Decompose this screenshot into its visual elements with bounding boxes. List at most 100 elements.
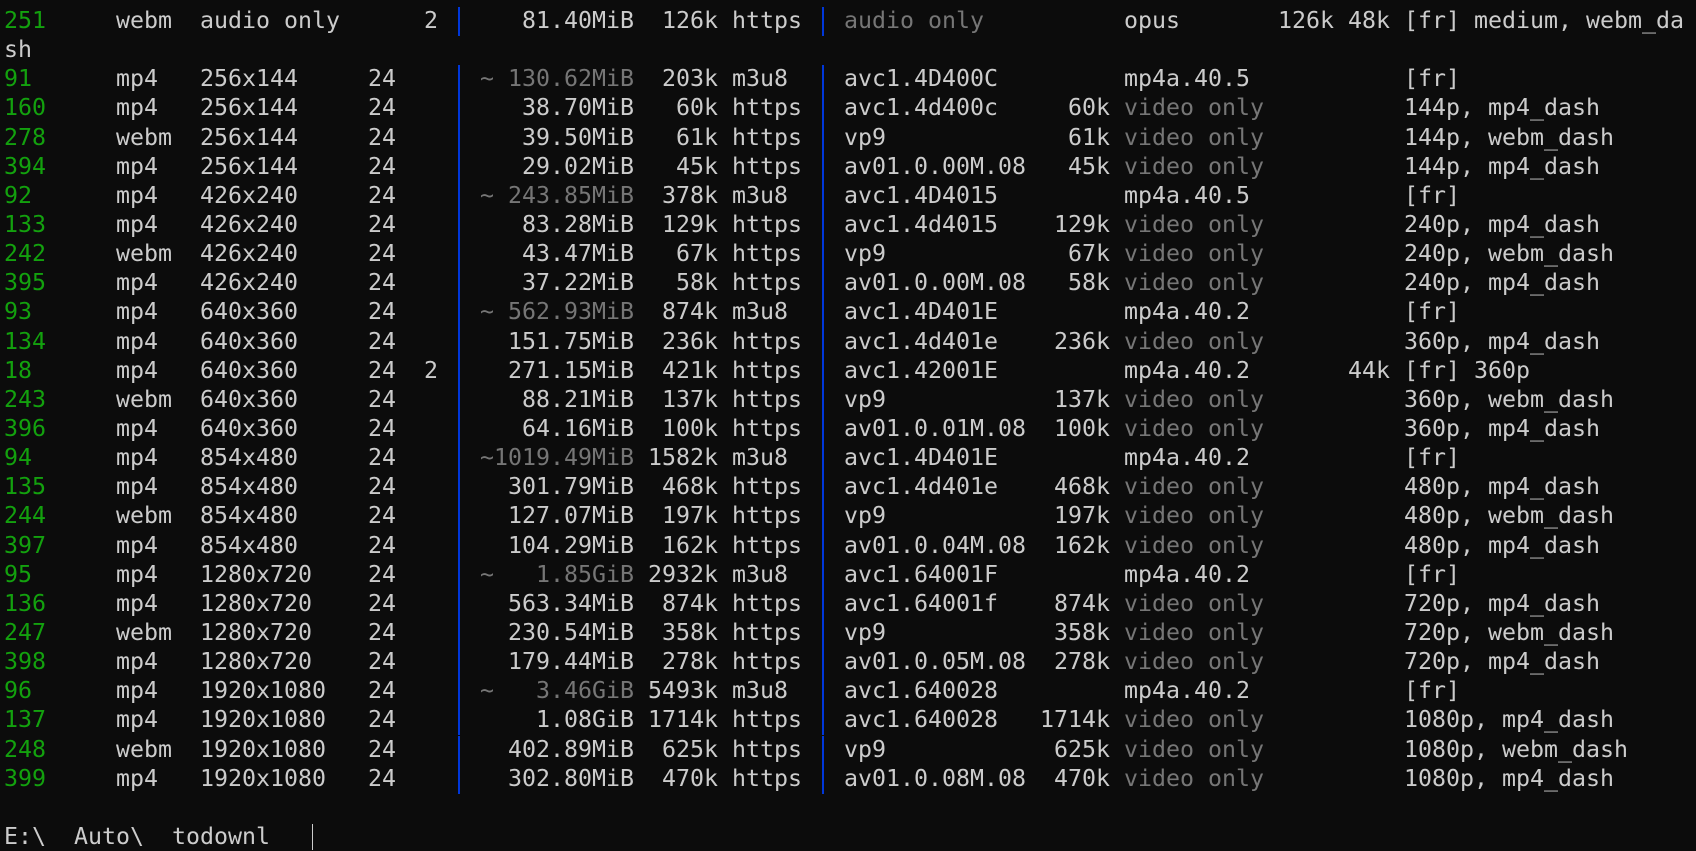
format-res: 256x144 xyxy=(200,123,298,151)
column-separator xyxy=(458,502,460,532)
format-vcodec: avc1.4d400c xyxy=(844,94,998,122)
format-ext: mp4 xyxy=(116,94,158,122)
format-res: 854x480 xyxy=(200,531,298,559)
format-res: 640x360 xyxy=(200,298,298,326)
format-acodec: video only xyxy=(1124,385,1264,413)
format-res: 1920x1080 xyxy=(200,706,326,734)
format-ext: mp4 xyxy=(116,298,158,326)
format-info: 360p, mp4_dash xyxy=(1404,414,1600,442)
format-id: 94 xyxy=(4,444,32,472)
format-size: 43.47MiB xyxy=(522,240,634,268)
format-id: 399 xyxy=(4,764,46,792)
format-proto: https xyxy=(732,648,802,676)
format-tbr: 203k xyxy=(662,65,718,93)
format-vcodec: av01.0.08M.08 xyxy=(844,764,1026,792)
format-info: [fr] xyxy=(1404,65,1460,93)
format-acodec: video only xyxy=(1124,327,1264,355)
format-info: 1080p, mp4_dash xyxy=(1404,706,1614,734)
format-vcodec: avc1.4d4015 xyxy=(844,210,998,238)
format-ext: mp4 xyxy=(116,210,158,238)
format-tbr: 1582k xyxy=(648,444,718,472)
format-ext: webm xyxy=(116,123,172,151)
format-tbr: 126k xyxy=(662,7,718,34)
format-id: 95 xyxy=(4,560,32,588)
format-acodec: mp4a.40.5 xyxy=(1124,181,1250,209)
format-id: 247 xyxy=(4,618,46,646)
format-proto: https xyxy=(732,123,802,151)
format-vcodec: av01.0.00M.08 xyxy=(844,269,1026,297)
command-prompt[interactable]: E:\ Auto\ todownl xyxy=(4,822,270,850)
format-tbr: 45k xyxy=(676,152,718,180)
format-tbr: 5493k xyxy=(648,677,718,705)
format-acodec: video only xyxy=(1124,618,1264,646)
format-res: 426x240 xyxy=(200,269,298,297)
format-fps: 24 xyxy=(368,356,396,384)
format-acodec: video only xyxy=(1124,531,1264,559)
format-tbr: 58k xyxy=(676,269,718,297)
format-acodec: video only xyxy=(1124,269,1264,297)
format-ext: mp4 xyxy=(116,414,158,442)
format-acodec: video only xyxy=(1124,764,1264,792)
format-ch: 2 xyxy=(424,7,438,34)
format-fps: 24 xyxy=(368,385,396,413)
format-tbr: 137k xyxy=(662,385,718,413)
format-size: ~1019.49MiB xyxy=(480,444,634,472)
column-separator xyxy=(822,706,824,736)
column-separator xyxy=(458,560,460,590)
column-separator xyxy=(822,414,824,445)
format-acodec: mp4a.40.2 xyxy=(1124,298,1250,326)
format-tbr: 236k xyxy=(662,327,718,355)
format-vbr: 278k xyxy=(1054,648,1110,676)
format-fps: 24 xyxy=(368,589,396,617)
format-vcodec: vp9 xyxy=(844,502,886,530)
format-tbr: 874k xyxy=(662,589,718,617)
format-proto: https xyxy=(732,356,802,384)
column-separator xyxy=(822,560,824,590)
column-separator xyxy=(458,210,460,241)
column-separator xyxy=(822,531,824,561)
format-vbr: 358k xyxy=(1054,618,1110,646)
format-info: 360p, mp4_dash xyxy=(1404,327,1600,355)
format-info: 720p, mp4_dash xyxy=(1404,648,1600,676)
format-id: 133 xyxy=(4,210,46,238)
format-fps: 24 xyxy=(368,298,396,326)
format-acodec: video only xyxy=(1124,735,1264,763)
format-vbr: 137k xyxy=(1054,385,1110,413)
column-separator xyxy=(822,240,824,270)
format-fps: 24 xyxy=(368,414,396,442)
column-separator xyxy=(458,677,460,707)
column-separator xyxy=(458,706,460,736)
format-proto: m3u8 xyxy=(732,65,788,93)
format-res: 640x360 xyxy=(200,385,298,413)
format-tbr: 874k xyxy=(662,298,718,326)
column-separator xyxy=(458,735,460,765)
format-ext: webm xyxy=(116,7,172,34)
format-ext: mp4 xyxy=(116,65,158,93)
column-separator xyxy=(458,764,460,794)
column-separator xyxy=(822,502,824,532)
column-separator xyxy=(822,385,824,415)
format-acodec: video only xyxy=(1124,473,1264,501)
format-vbr: 129k xyxy=(1054,210,1110,238)
format-proto: m3u8 xyxy=(732,298,788,326)
format-vcodec: avc1.4D401E xyxy=(844,444,998,472)
column-separator xyxy=(822,356,824,386)
format-id: 278 xyxy=(4,123,46,151)
column-separator xyxy=(822,618,824,649)
format-tbr: 2932k xyxy=(648,560,718,588)
format-info: 720p, mp4_dash xyxy=(1404,589,1600,617)
format-id: 251 xyxy=(4,7,46,34)
format-res: 854x480 xyxy=(200,444,298,472)
format-ext: mp4 xyxy=(116,560,158,588)
column-separator xyxy=(822,677,824,707)
format-proto: m3u8 xyxy=(732,560,788,588)
format-id: 96 xyxy=(4,677,32,705)
format-size: ~ 243.85MiB xyxy=(480,181,634,209)
format-tbr: 468k xyxy=(662,473,718,501)
format-vcodec: vp9 xyxy=(844,735,886,763)
column-separator xyxy=(458,444,460,474)
format-res: 1280x720 xyxy=(200,589,312,617)
format-size: 1.08GiB xyxy=(536,706,634,734)
format-ext: webm xyxy=(116,385,172,413)
